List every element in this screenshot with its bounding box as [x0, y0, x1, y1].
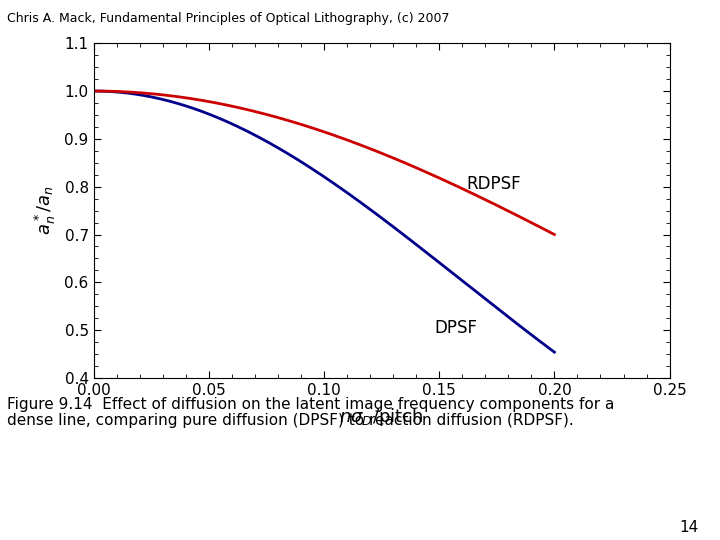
- Text: dense line, comparing pure diffusion (DPSF) to reaction diffusion (RDPSF).: dense line, comparing pure diffusion (DP…: [7, 413, 574, 428]
- Text: 14: 14: [679, 519, 698, 535]
- Text: RDPSF: RDPSF: [467, 176, 521, 193]
- X-axis label: $n\sigma_D$/pitch: $n\sigma_D$/pitch: [339, 406, 424, 428]
- Y-axis label: $a_n^*/a_n$: $a_n^*/a_n$: [32, 186, 58, 235]
- Text: Figure 9.14  Effect of diffusion on the latent image frequency components for a: Figure 9.14 Effect of diffusion on the l…: [7, 397, 615, 412]
- Text: Chris A. Mack, Fundamental Principles of Optical Lithography, (c) 2007: Chris A. Mack, Fundamental Principles of…: [7, 12, 450, 25]
- Text: DPSF: DPSF: [435, 319, 477, 337]
